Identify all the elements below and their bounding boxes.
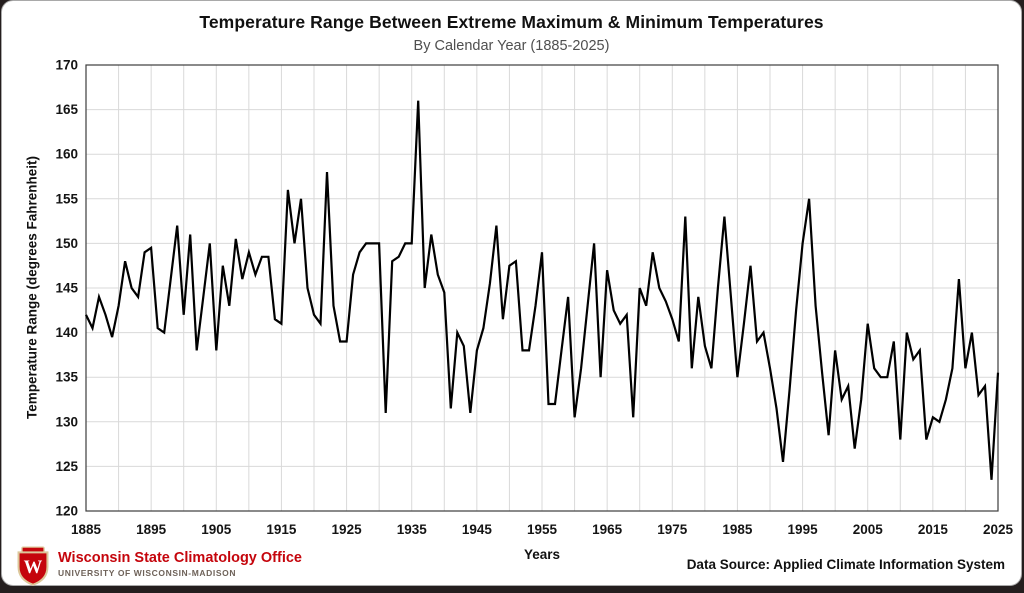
svg-text:130: 130	[55, 414, 78, 429]
svg-text:145: 145	[55, 281, 78, 296]
chart-title: Temperature Range Between Extreme Maximu…	[199, 12, 824, 32]
svg-text:1995: 1995	[788, 522, 819, 537]
svg-text:125: 125	[55, 459, 78, 474]
chart-subtitle: By Calendar Year (1885-2025)	[413, 38, 610, 54]
svg-text:1955: 1955	[527, 522, 558, 537]
svg-text:2015: 2015	[918, 522, 949, 537]
temperature-range-line-chart: 1885 1895 1905 1915 1925 1935 1945 1955 1965 1975…	[55, 58, 1014, 538]
org-text: Wisconsin State Climatology Office UNIVE…	[58, 546, 302, 578]
svg-text:1965: 1965	[592, 522, 623, 537]
y-axis-title: Temperature Range (degrees Fahrenheit)	[24, 155, 40, 420]
svg-text:140: 140	[55, 325, 78, 340]
svg-text:135: 135	[55, 370, 78, 385]
svg-text:160: 160	[55, 147, 78, 162]
uw-crest-logo-icon: W	[17, 546, 49, 586]
org-subtitle: UNIVERSITY OF WISCONSIN-MADISON	[58, 568, 237, 578]
svg-text:150: 150	[55, 236, 78, 251]
svg-text:170: 170	[55, 58, 78, 73]
svg-text:165: 165	[55, 102, 78, 117]
svg-text:155: 155	[55, 191, 78, 206]
svg-text:2025: 2025	[983, 522, 1014, 537]
svg-text:1885: 1885	[71, 522, 102, 537]
svg-text:1985: 1985	[722, 522, 753, 537]
org-name: Wisconsin State Climatology Office	[58, 550, 302, 566]
x-axis-title: Years	[523, 547, 561, 562]
svg-text:1895: 1895	[136, 522, 167, 537]
svg-text:120: 120	[55, 504, 78, 519]
org-branding: W Wisconsin State Climatology Office UNI…	[16, 546, 302, 586]
data-source-note: Data Source: Applied Climate Information…	[686, 557, 1005, 572]
svg-text:1945: 1945	[462, 522, 493, 537]
svg-text:2005: 2005	[853, 522, 884, 537]
svg-text:1935: 1935	[397, 522, 428, 537]
svg-text:1925: 1925	[332, 522, 363, 537]
crest-letter: W	[24, 557, 43, 578]
svg-text:1905: 1905	[201, 522, 232, 537]
svg-text:1975: 1975	[657, 522, 688, 537]
svg-text:1915: 1915	[266, 522, 297, 537]
